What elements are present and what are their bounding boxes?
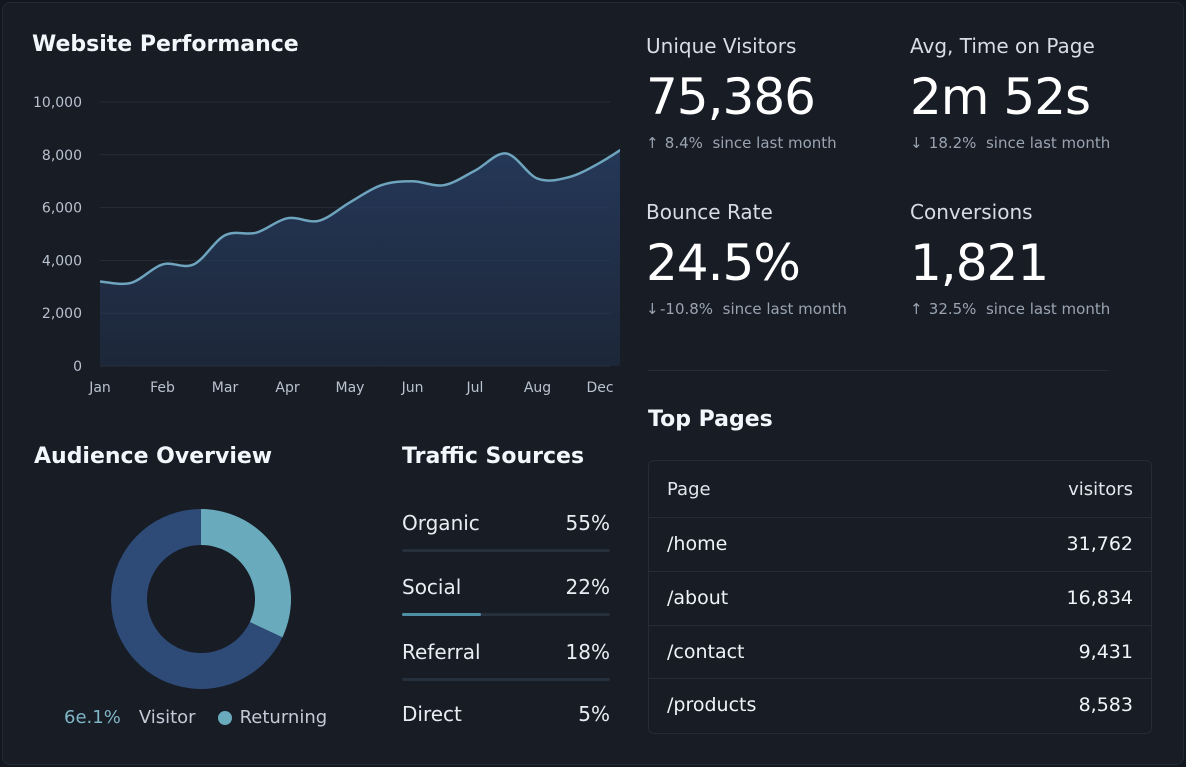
source-bar [402,549,610,552]
performance-area [100,150,620,366]
performance-line [99,148,620,286]
donut-slice-returning [201,509,291,638]
arrow-down-icon: ↓ [646,300,659,318]
kpi-label: Unique Visitors [646,34,797,58]
legend-returning: Returning [239,707,328,728]
y-tick-label: 6,000 [42,201,82,217]
page-path: /contact [667,641,745,663]
source-bar [402,613,610,616]
kpi-avg-time: Avg, Time on Page 2m 52s ↓ 18.2% since l… [910,34,1110,152]
kpi-label: Bounce Rate [646,200,773,224]
y-tick-label: 0 [73,359,82,375]
source-percent: 18% [565,640,610,664]
kpi-delta: ↑ 8.4% since last month [646,134,837,152]
kpi-value: 2m 52s [910,68,1091,126]
audience-legend: 6e.1% Visitor Returning [64,707,327,728]
page-visitors: 8,583 [1078,694,1133,716]
table-row[interactable]: /home 31,762 [649,517,1151,570]
audience-donut-chart [111,509,291,689]
source-name: Social [402,575,462,599]
y-tick-label: 2,000 [42,306,82,322]
source-percent: 5% [578,702,610,726]
x-tick-label: Jul [466,380,484,396]
kpi-delta: ↓ 18.2% since last month [910,134,1111,152]
traffic-source-referral: Referral 18% [402,640,610,681]
source-percent: 55% [565,511,610,535]
source-name: Direct [402,702,462,726]
x-tick-label: Aug [524,380,551,396]
page-visitors: 31,762 [1066,533,1133,555]
traffic-source-direct: Direct 5% [402,702,610,726]
kpi-delta: ↑ 32.5% since last month [910,300,1111,318]
kpi-label: Conversions [910,200,1033,224]
legend-visitor: Visitor [138,707,196,728]
performance-chart: 0 2,000 4,000 6,000 8,000 10,000 Jan Feb Mar Apr M… [33,95,620,396]
x-tick-label: Mar [212,380,239,396]
table-row[interactable]: /about 16,834 [649,571,1151,624]
arrow-down-icon: ↓ [910,134,923,152]
traffic-source-organic: Organic 55% [402,511,610,552]
page-path: /products [667,694,757,716]
page-visitors: 9,431 [1078,641,1133,663]
kpi-conversions: Conversions 1,821 ↑ 32.5% since last mon… [910,200,1110,318]
source-name: Referral [402,640,481,664]
source-percent: 22% [565,575,610,599]
table-header: Page visitors [649,463,1151,516]
returning-dot-icon [217,710,232,725]
donut-slice-visitor [111,509,283,689]
source-bar [402,678,610,681]
kpi-unique-visitors: Unique Visitors 75,386 ↑ 8.4% since last… [646,34,837,152]
x-tick-label: Jun [401,380,424,396]
x-tick-label: Feb [150,380,175,396]
x-tick-label: May [336,380,365,396]
top-pages-table: Page visitors /home 31,762 /about 16,834… [648,460,1152,734]
kpi-delta: ↓-10.8% since last month [646,300,847,318]
traffic-source-social: Social 22% [402,575,610,616]
performance-title: Website Performance [32,32,299,57]
table-row[interactable]: /contact 9,431 [649,625,1151,678]
x-tick-label: Jan [88,380,111,396]
kpi-value: 75,386 [646,68,816,126]
page-visitors: 16,834 [1066,587,1133,609]
kpi-value: 1,821 [910,234,1049,292]
traffic-title: Traffic Sources [402,444,585,469]
y-tick-label: 8,000 [42,148,82,164]
page-path: /home [667,533,728,555]
section-divider [648,370,1108,371]
top-pages-title: Top Pages [648,407,773,432]
page-path: /about [667,587,729,609]
arrow-up-icon: ↑ [910,300,923,318]
column-header-visitors: visitors [1068,479,1133,500]
audience-title: Audience Overview [34,444,273,469]
source-bar-fill [402,613,482,616]
table-row[interactable]: /products 8,583 [649,678,1151,731]
y-tick-label: 10,000 [33,95,82,111]
kpi-label: Avg, Time on Page [910,34,1095,58]
audience-percent: 6e.1% [64,707,121,728]
kpi-value: 24.5% [646,234,801,292]
x-tick-label: Dec [586,380,613,396]
kpi-bounce-rate: Bounce Rate 24.5% ↓-10.8% since last mon… [646,200,847,318]
source-name: Organic [402,511,480,535]
arrow-up-icon: ↑ [646,134,659,152]
y-tick-label: 4,000 [42,253,82,269]
x-tick-label: Apr [275,380,299,396]
column-header-page: Page [667,479,711,500]
